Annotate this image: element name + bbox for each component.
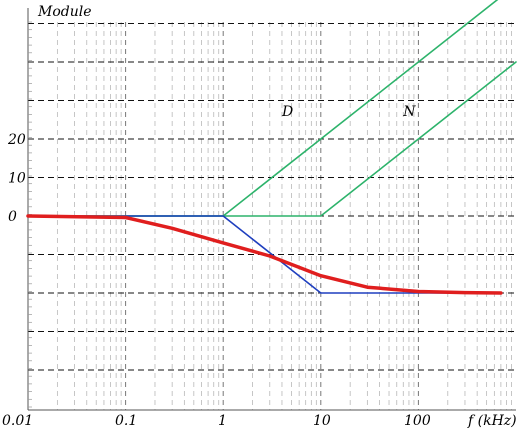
x-tick-label: 100 (404, 413, 431, 429)
x-tick-label: 1 (218, 413, 227, 429)
series-annotation: N (402, 104, 416, 120)
y-tick-label: 10 (8, 171, 26, 187)
y-tick-label: 20 (7, 132, 26, 148)
y-axis-title: Module (37, 4, 92, 20)
axes (27, 8, 516, 411)
x-tick-label: 0.1 (115, 413, 137, 429)
series-annotation: D (281, 104, 293, 120)
minor-gridlines (56, 22, 512, 410)
series-lines (26, 0, 517, 295)
series-line-d (27, 0, 499, 217)
x-tick-label: 10 (313, 413, 331, 429)
x-tick-label: 0.01 (2, 413, 33, 429)
x-axis-title: f (kHz) (467, 413, 517, 429)
y-tick-label: 0 (8, 209, 17, 225)
series-line-exact-response (26, 214, 503, 295)
